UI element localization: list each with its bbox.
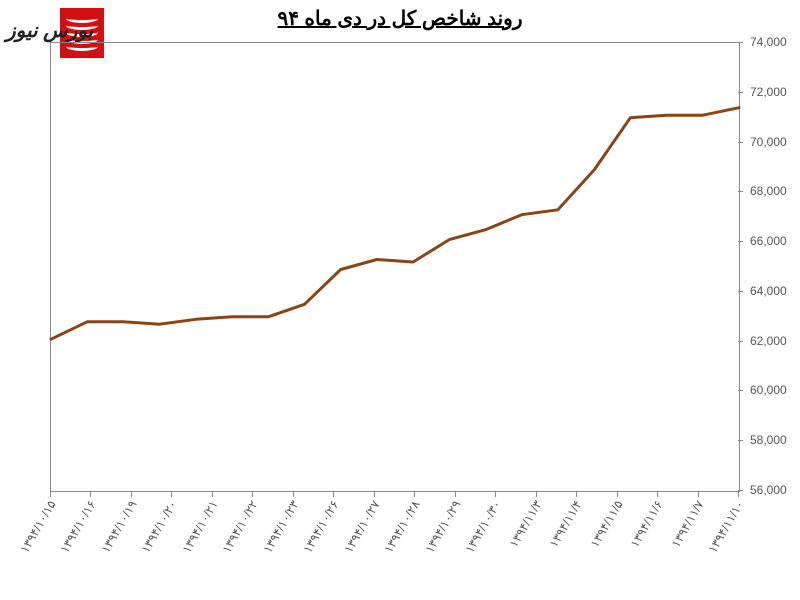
- x-tick-mark: [495, 492, 496, 497]
- y-tick-label: 70,000: [750, 135, 787, 149]
- x-tick-label: ۱۳۹۴/۱۰/۱۹: [98, 498, 139, 555]
- y-tick-label: 56,000: [750, 483, 787, 497]
- x-tick-mark: [252, 492, 253, 497]
- y-tick-mark: [738, 390, 743, 391]
- y-tick-mark: [738, 490, 743, 491]
- y-tick-mark: [738, 440, 743, 441]
- y-tick-mark: [738, 241, 743, 242]
- x-tick-mark: [617, 492, 618, 497]
- x-tick-label: ۱۳۹۴/۱۰/۲۰: [139, 498, 180, 555]
- x-tick-label: ۱۳۹۴/۱۱/۶: [628, 498, 666, 550]
- x-tick-mark: [333, 492, 334, 497]
- y-tick-label: 74,000: [750, 35, 787, 49]
- y-tick-label: 62,000: [750, 334, 787, 348]
- plot-area: [50, 42, 740, 492]
- chart-title: روند شاخص کل در دی ماه ۹۴: [0, 6, 800, 31]
- x-tick-label: ۱۳۹۴/۱۰/۲۹: [422, 498, 463, 555]
- y-tick-label: 58,000: [750, 433, 787, 447]
- y-tick-mark: [738, 42, 743, 43]
- x-tick-mark: [576, 492, 577, 497]
- x-tick-label: ۱۳۹۴/۱۰/۲۲: [220, 498, 261, 555]
- x-tick-mark: [131, 492, 132, 497]
- y-tick-label: 68,000: [750, 184, 787, 198]
- x-tick-label: ۱۳۹۴/۱۰/۲۷: [341, 498, 382, 555]
- x-tick-mark: [293, 492, 294, 497]
- y-tick-mark: [738, 142, 743, 143]
- x-tick-label: ۱۳۹۴/۱۱/۷: [668, 498, 706, 550]
- y-tick-mark: [738, 291, 743, 292]
- x-tick-mark: [738, 492, 739, 497]
- y-tick-mark: [738, 341, 743, 342]
- x-tick-label: ۱۳۹۴/۱۱/۵: [587, 498, 625, 550]
- x-tick-label: ۱۳۹۴/۱۰/۳۰: [463, 498, 504, 555]
- x-tick-label: ۱۳۹۴/۱۰/۲۳: [260, 498, 301, 555]
- x-tick-label: ۱۳۹۴/۱۱/۳: [506, 498, 544, 550]
- x-tick-label: ۱۳۹۴/۱۰/۲۸: [382, 498, 423, 555]
- x-tick-mark: [657, 492, 658, 497]
- y-tick-label: 64,000: [750, 284, 787, 298]
- x-tick-mark: [455, 492, 456, 497]
- x-tick-mark: [536, 492, 537, 497]
- y-tick-label: 72,000: [750, 85, 787, 99]
- x-tick-label: ۱۳۹۴/۱۰/۱۵: [17, 498, 58, 555]
- x-tick-mark: [374, 492, 375, 497]
- chart-container: بورس نیوز روند شاخص کل در دی ماه ۹۴ 56,0…: [0, 0, 800, 600]
- x-tick-mark: [90, 492, 91, 497]
- line-series: [51, 43, 739, 491]
- y-tick-label: 60,000: [750, 383, 787, 397]
- x-tick-mark: [50, 492, 51, 497]
- x-tick-label: ۱۳۹۴/۱۰/۲۱: [179, 498, 220, 555]
- y-tick-mark: [738, 191, 743, 192]
- y-tick-label: 66,000: [750, 234, 787, 248]
- x-tick-mark: [698, 492, 699, 497]
- x-tick-mark: [212, 492, 213, 497]
- x-tick-label: ۱۳۹۴/۱۰/۱۶: [58, 498, 99, 555]
- x-tick-label: ۱۳۹۴/۱۱/۱۰: [705, 498, 746, 555]
- x-tick-mark: [414, 492, 415, 497]
- x-axis: ۱۳۹۴/۱۰/۱۵۱۳۹۴/۱۰/۱۶۱۳۹۴/۱۰/۱۹۱۳۹۴/۱۰/۲۰…: [50, 492, 740, 596]
- y-tick-mark: [738, 92, 743, 93]
- y-axis: 56,00058,00060,00062,00064,00066,00068,0…: [744, 42, 796, 492]
- x-tick-label: ۱۳۹۴/۱۱/۴: [547, 498, 585, 550]
- x-tick-label: ۱۳۹۴/۱۰/۲۶: [301, 498, 342, 555]
- x-tick-mark: [171, 492, 172, 497]
